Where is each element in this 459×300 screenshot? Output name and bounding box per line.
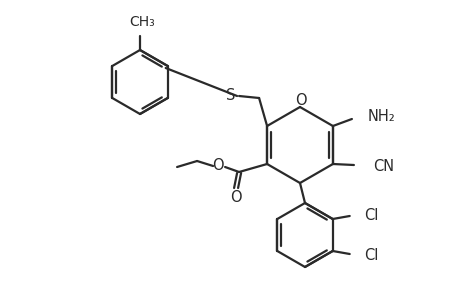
Text: NH₂: NH₂ [367,109,395,124]
Text: O: O [230,190,241,205]
Text: O: O [212,158,224,172]
Text: S: S [226,88,235,103]
Text: CN: CN [372,158,393,173]
Text: CH₃: CH₃ [129,15,155,29]
Text: Cl: Cl [363,248,377,262]
Text: O: O [295,92,306,107]
Text: Cl: Cl [363,208,377,223]
